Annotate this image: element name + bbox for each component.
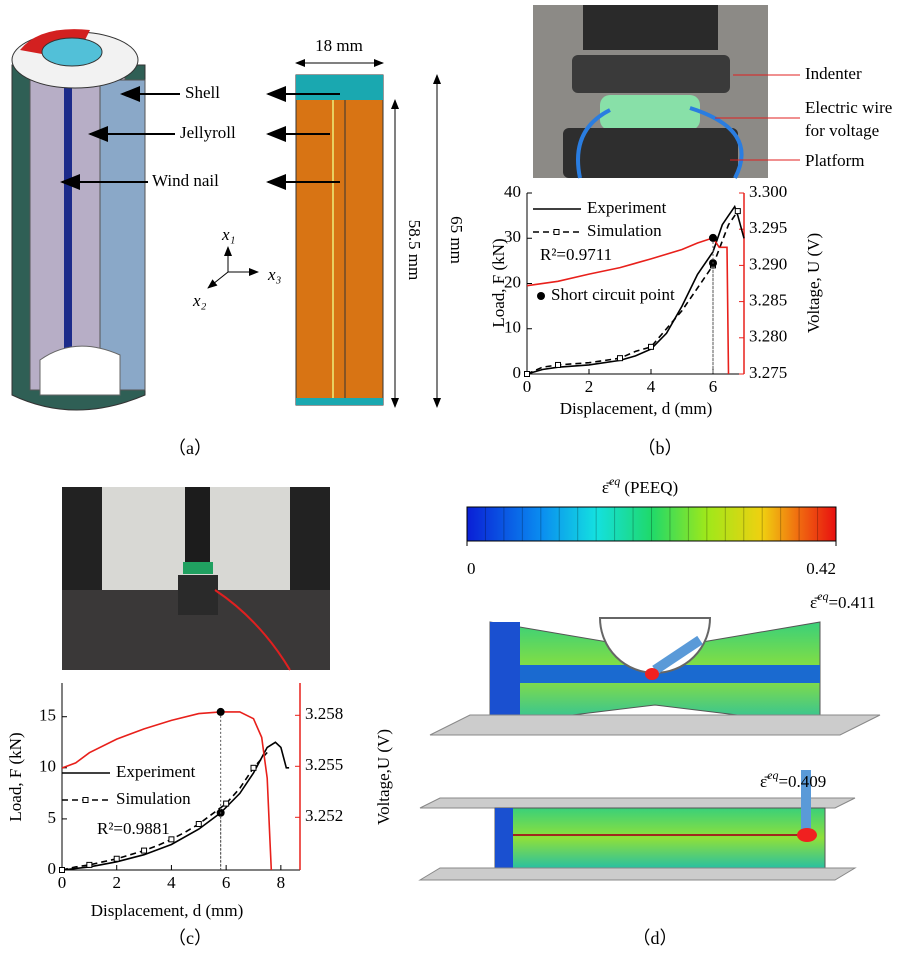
x-tick-label: 8 [277,873,286,892]
caption: （d） [633,928,678,948]
marker [87,862,92,867]
legend-label: Simulation [587,221,662,240]
marker [618,356,623,361]
annotation: R²=0.9881 [97,819,170,838]
y2-tick-label: 3.252 [305,806,343,825]
value: =0.409 [778,772,826,791]
x-tick-label: 4 [167,873,176,892]
caption: （c） [168,928,212,948]
point [709,234,717,242]
photo-label: Platform [805,151,865,170]
superscript: eq [609,474,620,488]
legend-label: Experiment [116,762,196,781]
photo-label: Indenter [805,64,862,83]
figure: Shell Jellyroll Wind nail 18 mm 58.5 mm … [0,0,919,956]
x-tick-label: 2 [585,377,594,396]
legend-label: Simulation [116,789,191,808]
label: (PEEQ) [624,478,678,497]
y2-tick-label: 3.285 [749,291,787,310]
marker [735,209,740,214]
annotation: ε̄eq=0.411 [810,589,876,612]
y-tick-label: 10 [39,757,56,776]
x-tick-label: 0 [523,377,532,396]
marker [196,822,201,827]
x-axis-label: Displacement, d (mm) [91,901,244,920]
photo-label: Electric wire [805,98,892,117]
y-tick-label: 5 [48,808,57,827]
caption: （a） [168,438,212,458]
marker [224,801,229,806]
x-tick-label: 4 [647,377,656,396]
x-tick-label: 0 [58,873,67,892]
y-axis-label: Load, F (kN) [6,732,25,821]
panel-a: Shell Jellyroll Wind nail 18 mm 58.5 mm … [12,29,466,458]
y-axis-label: Load, F (kN) [489,238,508,327]
annotation: R²=0.9711 [540,245,612,264]
marker [525,372,530,377]
dimension: 65 mm [447,216,466,264]
colorbar-tick-label: 0.42 [806,559,836,578]
axis-name: x₂ [192,291,207,310]
legend-symbol [537,292,545,300]
x-tick-label: 6 [222,873,231,892]
photo-label: for voltage [805,121,879,140]
legend-label: Experiment [587,198,667,217]
colorbar-title: ε̄eq(PEEQ) [602,474,678,497]
dimension: 58.5 mm [405,220,424,280]
colorbar-tick-label: 0 [467,559,476,578]
y-tick-label: 40 [504,182,521,201]
marker [142,848,147,853]
dimension: 18 mm [315,36,363,55]
y2-tick-label: 3.258 [305,704,343,723]
legend-symbol [554,230,559,235]
point [217,708,225,716]
y2-tick-label: 3.295 [749,218,787,237]
superscript: eq [767,768,778,782]
marker [251,765,256,770]
y2-tick-label: 3.255 [305,755,343,774]
y2-tick-label: 3.280 [749,327,787,346]
panel-c-photo: （c） [62,487,330,948]
caption: （b） [638,438,683,458]
x-tick-label: 2 [112,873,121,892]
marker [114,856,119,861]
y2-tick-label: 3.275 [749,363,787,382]
marker [649,344,654,349]
y-tick-label: 15 [39,706,56,725]
legend-symbol [83,798,88,803]
x-tick-label: 6 [709,377,718,396]
x-axis-label: Displacement, d (mm) [560,399,713,418]
marker [169,837,174,842]
y2-axis-label: Voltage, U (V) [804,233,823,333]
legend-label: Short circuit point [551,285,675,304]
value: =0.411 [828,593,875,612]
annotation: ε̄eq=0.409 [760,768,826,791]
label: Jellyroll [180,123,236,142]
axis-name: x₃ [267,265,282,284]
marker [60,868,65,873]
y-tick-label: 0 [513,363,522,382]
y2-axis-label: Voltage,U (V) [374,729,393,825]
y-tick-label: 0 [48,859,57,878]
panel-d: ε̄eq(PEEQ) ε̄eq=0.411 ε̄eq=0.409 （d） [420,474,880,948]
superscript: eq [817,589,828,603]
y2-tick-label: 3.290 [749,254,787,273]
marker [556,362,561,367]
axis-name: x₁ [221,225,235,244]
y2-tick-label: 3.300 [749,182,787,201]
label: Wind nail [152,171,219,190]
label: Shell [185,83,220,102]
